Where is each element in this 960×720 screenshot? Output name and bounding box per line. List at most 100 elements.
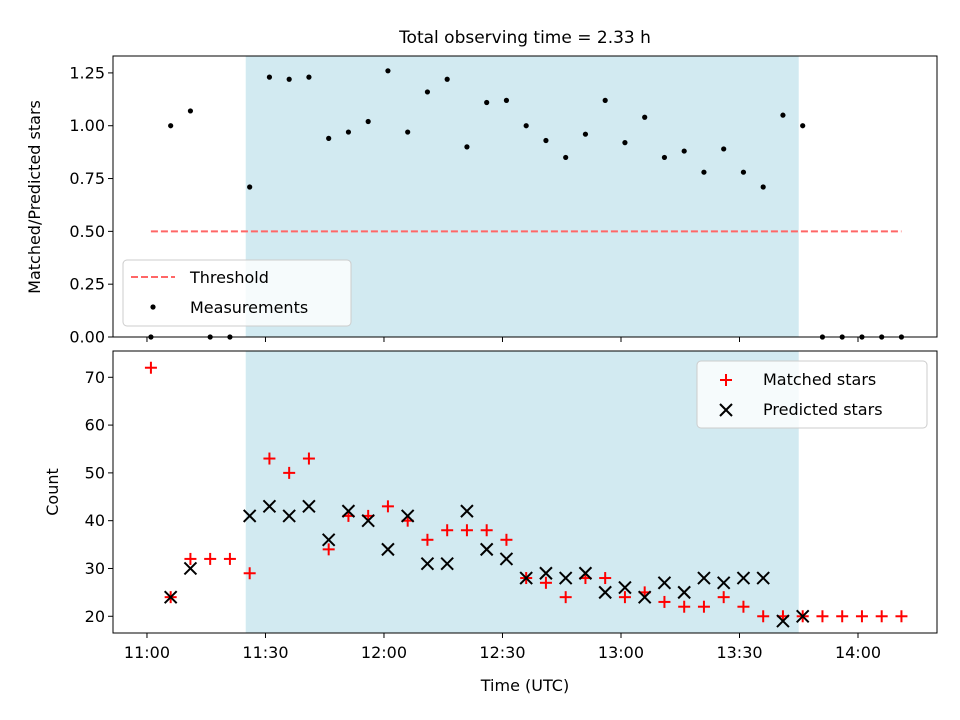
matched-star-point [757, 610, 770, 623]
measurement-point [602, 97, 608, 103]
measurement-point [740, 169, 747, 175]
predicted-star-point [499, 552, 514, 566]
measurement-point [503, 97, 510, 103]
predicted-star-point [716, 576, 731, 590]
matched-star-point [243, 567, 256, 580]
predicted-star-point [420, 556, 435, 571]
matched-star-point [263, 452, 276, 465]
predicted-star-point [657, 576, 672, 590]
predicted-star-point [183, 561, 198, 576]
time-x-tick-label: 12:30 [479, 643, 525, 662]
matched-star-point [658, 595, 671, 608]
count-legend-box [696, 360, 928, 429]
matched-star-point [697, 600, 710, 613]
predicted-star-point [262, 499, 277, 514]
matched-star-point [480, 524, 493, 537]
matched-legend-swatch [720, 374, 732, 386]
predicted-star-point [341, 504, 356, 518]
matched-star-point [875, 610, 888, 623]
time-x-tick-label: 13:00 [598, 643, 644, 662]
measurement-point [721, 146, 727, 152]
matched-star-point [678, 600, 691, 613]
count-y-tick-label: 70 [85, 368, 105, 387]
matched-star-point [283, 466, 296, 479]
measurement-point [484, 99, 490, 106]
measurement-point [286, 76, 292, 82]
measurement-point [365, 118, 371, 125]
measurement-point [187, 108, 194, 114]
predicted-star-point [519, 571, 533, 585]
measurement-point [543, 137, 549, 144]
predicted-star-point [479, 542, 494, 557]
measurement-point [266, 74, 273, 80]
ratio-y-tick-label: 1.00 [69, 116, 105, 135]
predicted-star-point [598, 585, 612, 600]
predicted-star-point [302, 499, 316, 514]
predicted-star-point [756, 571, 770, 585]
count-y-tick-label: 20 [85, 607, 105, 626]
predicted-star-point [677, 585, 691, 600]
time-x-tick-label: 14:00 [835, 643, 881, 662]
time-x-axis: 11:00 11:30 12:00 12:30 13:00 13:30 14:00 [124, 633, 881, 662]
predicted-star-point [578, 566, 593, 580]
matched-star-point [618, 591, 631, 604]
ratio-panel: 0.00 0.25 0.50 0.75 1.00 1.25 Matched/Predict… [25, 55, 938, 347]
measurement-point [800, 123, 806, 129]
measurement-point [681, 148, 687, 154]
matched-star-point [895, 610, 908, 623]
ratio-legend: Threshold Measurements [122, 259, 352, 327]
time-x-tick-label: 12:00 [361, 643, 407, 662]
matched-star-point [223, 552, 236, 565]
matched-star-point [816, 610, 829, 623]
measurement-point [326, 135, 332, 141]
measurement-point [247, 184, 253, 190]
measurement-point [642, 114, 648, 120]
matched-star-point [381, 500, 394, 513]
count-y-tick-label: 50 [85, 463, 105, 482]
matched-star-point [599, 572, 612, 585]
chart-title: Total observing time = 2.33 h [398, 28, 651, 48]
count-y-axis: 20 30 40 50 60 70 [85, 368, 113, 626]
measurement-point [622, 140, 628, 146]
measurement-point [306, 74, 312, 80]
matched-star-point [539, 576, 552, 589]
predicted-star-point [361, 513, 375, 528]
predicted-star-point [440, 556, 454, 571]
ratio-y-tick-label: 0.00 [69, 328, 105, 347]
count-y-tick-label: 40 [85, 511, 105, 530]
measurement-point [701, 169, 707, 175]
time-x-tick-label: 13:30 [716, 643, 762, 662]
predicted-star-point [539, 566, 553, 580]
predicted-star-point [618, 580, 632, 595]
matched-star-point [559, 591, 572, 604]
ratio-y-tick-label: 1.25 [69, 63, 105, 82]
count-panel: 20 30 40 50 60 70 11:00 11:30 12:00 12:30 13:00 13… [43, 350, 938, 695]
matched-star-point [421, 533, 434, 546]
ratio-legend-box [122, 259, 352, 327]
predicted-star-point [321, 533, 336, 547]
time-x-tick-label: 11:00 [124, 643, 170, 662]
ratio-y-axis-label: Matched/Predicted stars [25, 100, 44, 294]
predicted-star-point [460, 504, 474, 518]
measurement-points [148, 68, 905, 340]
measurement-point [760, 184, 766, 190]
measurement-point [780, 112, 786, 118]
measurement-point [385, 68, 391, 74]
measurement-point [405, 129, 411, 135]
matched-star-point [441, 524, 454, 537]
matched-star-point [184, 552, 197, 565]
ratio-y-tick-label: 0.75 [69, 169, 105, 188]
measurement-point [168, 123, 174, 129]
measurement-point [464, 144, 470, 150]
predicted-star-point [776, 614, 790, 628]
matched-star-point [717, 591, 730, 604]
predicted-star-point [697, 571, 711, 585]
matched-star-point [855, 610, 868, 623]
ratio-y-tick-label: 0.25 [69, 275, 105, 294]
measurement-point [444, 76, 450, 82]
ratio-y-axis: 0.00 0.25 0.50 0.75 1.00 1.25 [69, 63, 113, 347]
ratio-x-ticks [146, 337, 859, 342]
matched-star-point [322, 543, 335, 556]
threshold-legend-label: Threshold [189, 268, 269, 287]
